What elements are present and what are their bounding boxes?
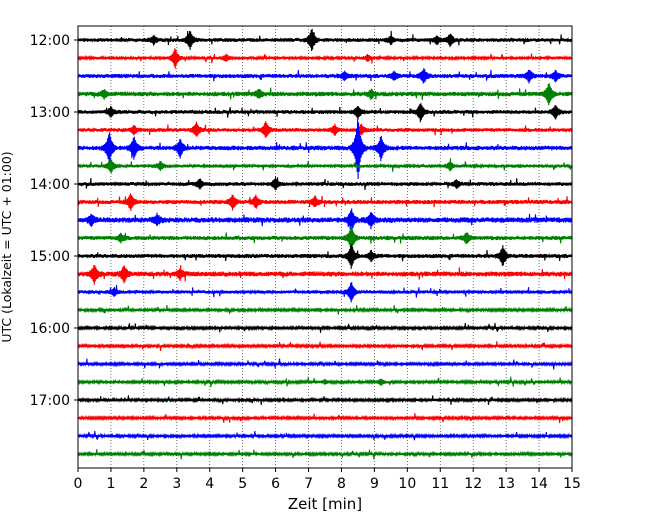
x-tick-label: 0 xyxy=(74,476,83,492)
y-ticks: 12:00 13:00 14:00 15:00 16:00 17:00 xyxy=(30,33,78,409)
trace-1300 xyxy=(77,103,573,123)
trace-1600 xyxy=(77,322,573,333)
trace-1730 xyxy=(77,430,573,441)
x-tick-label: 12 xyxy=(464,476,482,492)
trace-1430 xyxy=(77,208,573,232)
y-axis-title: UTC (Lokalzeit = UTC + 01:00) xyxy=(0,151,14,342)
trace-1245 xyxy=(77,83,573,106)
x-tick-label: 3 xyxy=(172,476,181,492)
trace-1630 xyxy=(77,358,573,370)
trace-1745 xyxy=(77,449,573,460)
x-tick-label: 10 xyxy=(398,476,416,492)
x-tick-label: 8 xyxy=(337,476,346,492)
y-tick-label: 17:00 xyxy=(30,393,70,409)
trace-1530 xyxy=(77,282,573,303)
x-tick-label: 13 xyxy=(497,476,515,492)
trace-1230 xyxy=(77,68,573,84)
trace-1645 xyxy=(77,376,573,388)
y-tick-label: 15:00 xyxy=(30,249,70,265)
x-tick-label: 2 xyxy=(139,476,148,492)
x-tick-label: 15 xyxy=(563,476,581,492)
x-tick-label: 9 xyxy=(370,476,379,492)
trace-1515 xyxy=(77,264,573,285)
trace-1715 xyxy=(77,413,573,424)
trace-1400 xyxy=(77,176,573,191)
trace-1615 xyxy=(77,341,573,351)
x-tick-label: 1 xyxy=(106,476,115,492)
x-tick-label: 7 xyxy=(304,476,313,492)
x-tick-label: 6 xyxy=(271,476,280,492)
y-tick-label: 12:00 xyxy=(30,33,70,49)
y-tick-label: 14:00 xyxy=(30,177,70,193)
trace-1700 xyxy=(77,395,573,405)
trace-1200 xyxy=(77,28,573,52)
x-ticks: 0 1 2 3 4 5 6 7 8 9 10 11 12 13 14 15 xyxy=(74,468,581,492)
trace-1445 xyxy=(77,225,573,251)
seismic-traces xyxy=(77,28,573,460)
x-tick-label: 4 xyxy=(205,476,214,492)
trace-1315 xyxy=(77,121,573,138)
x-tick-label: 14 xyxy=(530,476,548,492)
y-tick-label: 16:00 xyxy=(30,321,70,337)
x-tick-label: 5 xyxy=(238,476,247,492)
trace-1215 xyxy=(77,48,573,69)
trace-1345 xyxy=(77,158,573,174)
trace-1330 xyxy=(77,118,573,179)
trace-1545 xyxy=(77,305,573,315)
trace-1500 xyxy=(77,244,573,269)
x-axis-title: Zeit [min] xyxy=(288,495,362,513)
trace-1415 xyxy=(77,193,573,212)
plot-frame xyxy=(77,25,573,469)
y-tick-label: 13:00 xyxy=(30,105,70,121)
x-tick-label: 11 xyxy=(431,476,449,492)
